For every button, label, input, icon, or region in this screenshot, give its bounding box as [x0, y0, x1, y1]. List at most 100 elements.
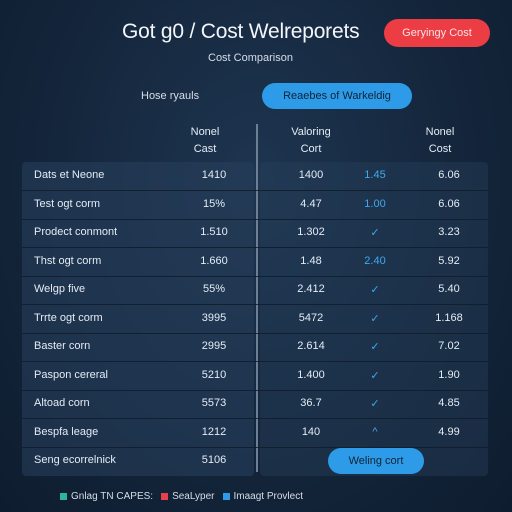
row-value-4-cell: 5.40: [438, 283, 460, 295]
column-header-2-line1: Valoring: [291, 126, 331, 138]
column-header-1-line2: Cast: [193, 143, 217, 155]
row-value-2-cell: 1.48: [300, 254, 322, 267]
row-status-cell: ✓: [370, 341, 380, 353]
table-row[interactable]: Thst ogt corm 1.660 1.48 2.40 5.92: [22, 249, 488, 277]
legend-label-3: Imaagt Provlect: [233, 490, 303, 502]
page-subtitle: Cost Comparison: [208, 52, 293, 64]
table-row[interactable]: Test ogt corm 15% 4.47 1.00 6.06: [22, 192, 488, 220]
row-separator: [22, 361, 488, 362]
row-value-4-cell: 5.92: [438, 254, 460, 267]
row-value-2-cell: 2.412: [297, 283, 325, 295]
legend-label-1: Gnlag TN CAPES:: [71, 490, 154, 502]
row-separator: [22, 218, 488, 220]
column-header-2-line2: Cort: [300, 143, 322, 155]
row-status-cell: 2.40: [364, 254, 386, 267]
row-value-1-cell: 3995: [201, 311, 227, 324]
row-separator: [22, 332, 488, 334]
cost-action-button[interactable]: Geryingy Cost: [384, 19, 490, 47]
row-status-cell: ✓: [370, 369, 380, 382]
table-row[interactable]: Paspon cereral 5210 1.400 ✓ 1.90: [22, 363, 488, 391]
row-status-cell: 1.00: [364, 197, 386, 210]
table-row[interactable]: Altoad corn 5573 36.7 ✓ 4.85: [22, 391, 488, 419]
row-value-4-cell: 6.06: [438, 197, 460, 210]
row-value-1-cell: 2995: [201, 340, 227, 352]
column-header-2[interactable]: Valoring Cort: [271, 124, 351, 158]
row-value-2-cell: 140: [301, 425, 321, 438]
row-name-cell: Welgp five: [34, 283, 86, 295]
table-right-panel: [260, 162, 488, 476]
row-separator: [22, 304, 488, 305]
row-value-4-cell: 7.02: [438, 340, 460, 352]
row-separator: [22, 247, 488, 248]
row-name-cell: Trrte ogt corm: [34, 311, 103, 324]
row-value-1-cell: 55%: [202, 283, 226, 295]
table-row[interactable]: Dats et Neone 1410 1400 1.45 6.06: [22, 163, 488, 191]
column-header-3-line2: Cost: [428, 143, 452, 155]
row-separator: [22, 418, 488, 419]
legend-item-1: Gnlag TN CAPES:: [60, 491, 153, 502]
legend-swatch-1: [60, 492, 67, 500]
legend-swatch-3: [222, 492, 230, 500]
row-name-cell: Thst ogt corm: [34, 254, 102, 267]
row-value-1-cell: 1212: [201, 425, 227, 438]
table-row[interactable]: Seng ecorrelnick 5106: [22, 448, 488, 474]
table-row[interactable]: Welgp five 55% 2.412 ✓ 5.40: [22, 277, 488, 305]
column-header-3-line1: Nonel: [425, 126, 455, 138]
row-value-1-cell: 5573: [201, 397, 227, 409]
table-left-panel: [22, 162, 254, 476]
row-name-cell: Seng ecorrelnick: [34, 454, 116, 466]
column-header-3[interactable]: Nonel Cost: [400, 124, 480, 158]
table-row[interactable]: Bespfa leage 1212 140 ^ 4.99: [22, 420, 488, 448]
row-value-1-cell: 1.510: [200, 226, 228, 238]
row-value-2-cell: 2.614: [297, 340, 325, 352]
row-separator: [22, 275, 488, 277]
row-name-cell: Prodect conmont: [34, 226, 118, 238]
row-value-2-cell: 1.302: [297, 226, 325, 238]
column-divider: [256, 124, 258, 472]
filter-pill-button[interactable]: Reaebes of Warkeldig: [262, 83, 412, 109]
row-value-2-cell: 36.7: [300, 397, 322, 409]
row-name-cell: Altoad corn: [34, 397, 90, 409]
row-name-cell: Baster corn: [34, 340, 91, 352]
row-value-4-cell: 4.85: [438, 397, 460, 409]
row-name-cell: Dats et Neone: [34, 169, 105, 181]
legend-item-2: SeaLyper: [161, 490, 215, 502]
table-row[interactable]: Baster corn 2995 2.614 ✓ 7.02: [22, 334, 488, 362]
row-separator: [22, 446, 488, 448]
row-status-cell: ✓: [370, 227, 380, 239]
row-value-1-cell: 1410: [201, 169, 227, 181]
legend-item-3: Imaagt Provlect: [222, 490, 303, 502]
table-row[interactable]: Prodect conmont 1.510 1.302 ✓ 3.23: [22, 220, 488, 248]
row-status-cell: ✓: [370, 312, 380, 325]
row-value-4-cell: 3.23: [438, 226, 460, 238]
column-header-1-line1: Nonel: [190, 126, 220, 138]
row-status-cell: ✓: [370, 284, 380, 296]
row-value-2-cell: 4.47: [300, 197, 322, 210]
row-value-1-cell: 1.660: [200, 254, 228, 267]
legend-label-2: SeaLyper: [172, 490, 215, 502]
filter-label: Hose ryauls: [141, 90, 200, 102]
row-value-2-cell: 5472: [298, 311, 324, 324]
legend-swatch-2: [161, 492, 169, 500]
legend: Gnlag TN CAPES: SeaLyper Imaagt Provlect: [60, 489, 303, 503]
row-name-cell: Paspon cereral: [34, 368, 108, 381]
row-value-4-cell: 1.168: [435, 311, 463, 324]
row-separator: [22, 389, 488, 391]
row-name-cell: Bespfa leage: [34, 425, 99, 438]
table-row[interactable]: Trrte ogt corm 3995 5472 ✓ 1.168: [22, 306, 488, 334]
row-value-2-cell: 1400: [298, 169, 324, 181]
page-title: Got g0 / Cost Welreporets: [122, 20, 360, 43]
row-value-4-cell: 6.06: [438, 169, 460, 181]
row-name-cell: Test ogt corm: [34, 197, 101, 210]
row-value-1-cell: 5106: [201, 454, 227, 466]
row-value-4-cell: 4.99: [438, 425, 460, 438]
column-header-1[interactable]: Nonel Cast: [165, 124, 245, 158]
row-value-4-cell: 1.90: [438, 368, 460, 381]
row-value-1-cell: 5210: [201, 368, 227, 381]
row-status-cell: ✓: [370, 398, 380, 410]
row-value-2-cell: 1.400: [297, 368, 325, 381]
row-value-1-cell: 15%: [202, 197, 226, 210]
row-status-cell: 1.45: [364, 169, 386, 181]
row-separator: [22, 190, 488, 191]
welling-cost-button[interactable]: Weling cort: [328, 448, 424, 474]
